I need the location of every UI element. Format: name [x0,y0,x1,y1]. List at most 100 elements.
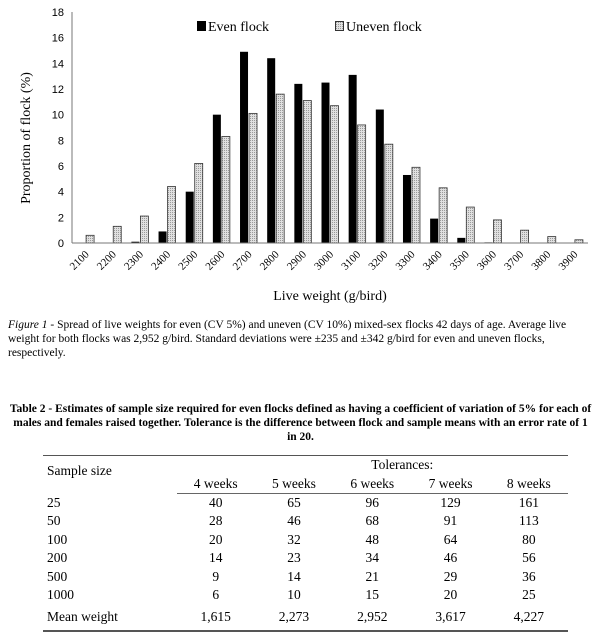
x-axis-title: Live weight (g/bird) [273,289,387,304]
sample-size-table: Sample size Tolerances: 4 weeks 5 weeks 6 … [43,455,568,633]
bar-uneven-flock [411,166,421,244]
y-axis-title: Proportion of flock (%) [19,72,34,204]
table-cell: 113 [518,513,539,529]
table-cell: 40 [208,494,223,510]
x-tick-label: 2800 [258,248,282,272]
table-cell: 161 [518,494,539,510]
table-cell: 28 [208,513,223,529]
x-tick-label: 2300 [122,248,146,272]
table-cell: 29 [443,568,458,584]
bar-uneven-flock [194,163,204,244]
bar-uneven-flock [438,187,448,244]
bar-uneven-flock [275,93,285,244]
x-tick-label: 3400 [421,248,445,272]
x-tick-label: 3000 [312,248,336,272]
bar-uneven-flock [330,105,339,244]
bar-even-flock [430,218,439,243]
column-header: 7 weeks [411,474,490,494]
bar-even-flock [375,109,384,244]
x-tick-label: 3300 [394,248,418,272]
legend-swatch-even [197,21,206,31]
table-cell: 68 [365,513,380,529]
x-tick-label: 2600 [203,248,227,272]
table-cell: 34 [365,550,380,566]
bar-uneven-flock [357,124,367,244]
table-row: 25 40 65 96 129 161 [43,493,568,512]
table-cell: 1,615 [176,604,255,633]
x-tick-label: 2100 [68,248,92,272]
table-cell: 2,273 [254,604,334,633]
table-cell: 32 [287,531,301,547]
bar-even-flock [240,51,249,244]
bar-uneven-flock [547,236,557,244]
table-row: 200 14 23 34 46 56 [43,549,568,567]
bars-group [85,51,584,244]
y-tick-label: 2 [58,212,64,224]
table-cell: 25 [522,586,536,602]
x-tick-label: 3700 [502,248,526,272]
table-row: 50 28 46 68 91 113 [43,512,568,530]
y-tick-label: 10 [52,110,64,122]
figure-caption: Figure 1 - Spread of live weights for ev… [8,318,593,360]
y-tick-label: 8 [58,135,64,147]
table-row: 500 9 14 21 29 36 [43,567,568,585]
table-cell: 56 [522,550,536,566]
table-cell: 15 [365,586,380,602]
table-cell: 91 [443,513,458,529]
table-cell: 3,617 [411,604,490,633]
bar-uneven-flock [139,215,149,244]
column-header: 5 weeks [254,474,334,494]
table-cell: 48 [365,531,380,547]
table-cell: 10 [287,586,301,602]
x-tick-label: 2400 [149,248,173,272]
x-tick-label: 2200 [95,248,119,272]
bar-uneven-flock [167,186,176,244]
x-tick-label: 3500 [448,248,472,272]
table-cell: 9 [212,568,220,584]
bar-uneven-flock [221,136,231,244]
table-cell: 65 [287,494,301,510]
table-cell: 96 [365,494,380,510]
bar-uneven-flock [493,219,502,244]
table-cell: 4,227 [489,604,568,633]
table-cell: 20 [208,531,223,547]
row-label: 200 [47,550,68,566]
bar-even-flock [158,231,167,243]
table-row: 100 20 32 48 64 80 [43,531,568,549]
x-tick-label: 2700 [231,248,255,272]
bar-even-flock [131,241,140,243]
y-tick-label: 16 [52,33,64,45]
bar-uneven-flock [112,225,122,244]
table-cell: 129 [440,494,461,510]
table-footer-row: Mean weight 1,615 2,273 2,952 3,617 4,227 [43,604,568,633]
table-cell: 64 [443,531,458,547]
table-cell: 23 [287,550,301,566]
legend-swatch-uneven [335,21,344,31]
row-header: Sample size [47,463,112,478]
row-label: 25 [47,494,61,510]
y-tick-label: 14 [52,58,64,70]
group-header: Tolerances: [371,457,434,473]
x-tick-label: 3600 [475,248,499,272]
table-cell: 2,952 [333,604,412,633]
x-tick-label: 3900 [557,248,581,272]
bar-uneven-flock [465,206,475,244]
bar-even-flock [348,74,357,243]
row-label: 1000 [47,586,74,602]
table-cell: 6 [212,586,220,602]
y-tick-label: 12 [52,84,64,96]
x-tick-label: 2500 [176,248,200,272]
bar-even-flock [402,174,411,243]
legend-label-even: Even flock [208,20,269,35]
row-label: 100 [47,531,68,547]
bar-even-flock [321,82,330,243]
bar-even-flock [294,83,303,243]
row-label: Mean weight [43,604,177,633]
y-tick-label: 18 [52,7,64,19]
table-title: Table 2 - Estimates of sample size requi… [9,403,592,443]
column-header: 8 weeks [489,474,568,494]
bar-uneven-flock [302,100,312,244]
y-tick-label: 0 [58,238,64,250]
